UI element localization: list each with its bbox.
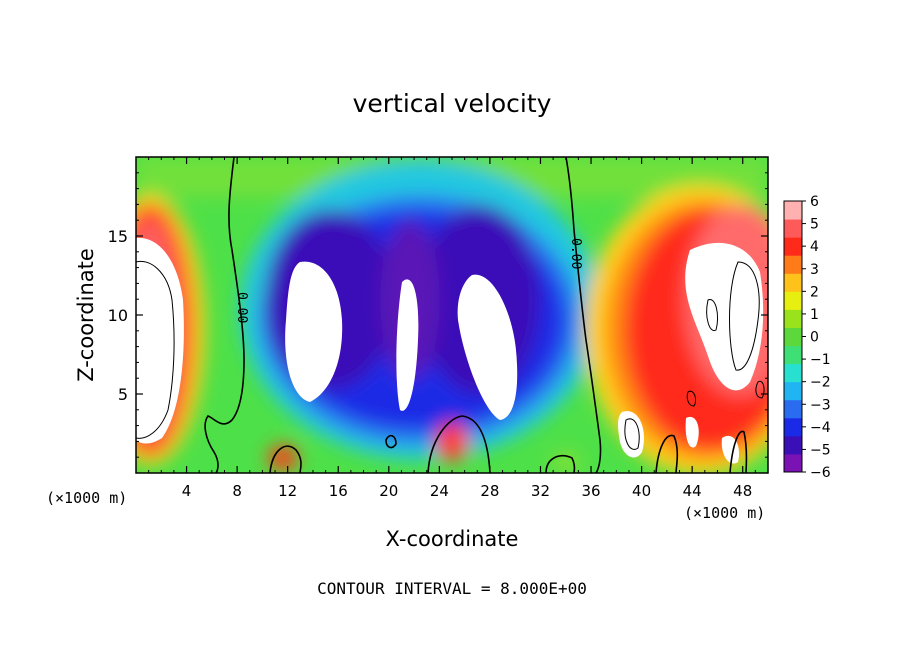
contour-lines bbox=[204, 157, 748, 473]
colorbar-swatch bbox=[784, 309, 802, 328]
colorbar-tick-label: 3 bbox=[810, 262, 819, 278]
colorbar-swatch bbox=[784, 327, 802, 347]
zero-contour-right bbox=[565, 157, 602, 473]
colorbar-tick-label: −2 bbox=[810, 375, 831, 391]
colorbar-tick-label: 6 bbox=[810, 194, 819, 210]
colorbar-swatch bbox=[784, 435, 802, 455]
y-tick-label: 5 bbox=[118, 385, 128, 404]
colorbar-swatch bbox=[784, 273, 802, 292]
colorbar-swatch bbox=[784, 291, 802, 310]
zero-contour-cell-f bbox=[729, 430, 748, 473]
colorbar-tick-label: 1 bbox=[810, 307, 819, 323]
colorbar-tick-label: −1 bbox=[810, 352, 831, 368]
zero-contour-left bbox=[204, 157, 245, 473]
zero-contour-cell-b bbox=[427, 415, 491, 473]
x-axis-label: X-coordinate bbox=[386, 527, 519, 551]
inner-contour-lines bbox=[136, 260, 765, 450]
contour-interval-note: CONTOUR INTERVAL = 8.000E+00 bbox=[317, 579, 587, 598]
chart-title: vertical velocity bbox=[353, 89, 552, 118]
contour-label-left: 0.00 bbox=[234, 292, 249, 323]
zero-contour-cell-e bbox=[655, 434, 679, 473]
x-tick-label: 20 bbox=[379, 482, 398, 500]
colorbar-tick-label: 0 bbox=[810, 330, 819, 346]
colorbar-swatch bbox=[784, 399, 802, 419]
zero-contour-cell-c bbox=[385, 434, 397, 449]
x-units-right: (×1000 m) bbox=[684, 504, 765, 522]
x-tick-label: 40 bbox=[632, 482, 651, 500]
colorbar-tick-label: −5 bbox=[810, 442, 831, 458]
colorbar-swatch bbox=[784, 201, 802, 220]
y-axis-ticks: 5 10 15 bbox=[108, 172, 768, 458]
colorbar-tick-label: 2 bbox=[810, 284, 819, 300]
colorbar-swatch bbox=[784, 345, 802, 365]
colorbar-swatch bbox=[784, 363, 802, 383]
colorbar-swatch bbox=[784, 417, 802, 437]
colorbar-tick-label: 5 bbox=[810, 217, 819, 233]
x-tick-label: 36 bbox=[581, 482, 600, 500]
plot-area: 0.00 0.00 bbox=[136, 157, 768, 473]
x-tick-label: 24 bbox=[430, 482, 449, 500]
x-tick-label: 44 bbox=[683, 482, 702, 500]
x-tick-label: 12 bbox=[278, 482, 297, 500]
colorbar-tick-label: −4 bbox=[810, 420, 831, 436]
x-tick-label: 8 bbox=[232, 482, 242, 500]
zero-contour-cell-a bbox=[269, 445, 302, 473]
x-tick-label: 28 bbox=[480, 482, 499, 500]
colorbar-swatch bbox=[784, 255, 802, 274]
colorbar-swatch bbox=[784, 381, 802, 401]
x-axis-ticks: 4 8 12 16 20 24 28 32 36 40 44 48 bbox=[148, 157, 756, 500]
colorbar-swatch bbox=[784, 453, 802, 473]
colorbar: 6 5 4 3 2 1 0 −1 −2 −3 −4 −5 −6 bbox=[783, 194, 831, 481]
colorbar-tick-label: 4 bbox=[810, 239, 819, 255]
y-axis-label: Z-coordinate bbox=[74, 248, 98, 382]
over-range-regions bbox=[136, 237, 764, 464]
x-tick-label: 4 bbox=[182, 482, 192, 500]
x-tick-label: 48 bbox=[733, 482, 752, 500]
x-units-left: (×1000 m) bbox=[46, 489, 127, 507]
y-tick-label: 15 bbox=[108, 227, 128, 246]
colorbar-swatch bbox=[784, 237, 802, 256]
x-tick-label: 16 bbox=[329, 482, 348, 500]
x-tick-label: 32 bbox=[531, 482, 550, 500]
zero-contour-cell-d bbox=[545, 454, 576, 473]
colorbar-tick-label: −3 bbox=[810, 397, 831, 413]
contour-label-right: 0.00 bbox=[568, 238, 583, 269]
y-tick-label: 10 bbox=[108, 306, 128, 325]
colorbar-swatch bbox=[784, 219, 802, 238]
colorbar-tick-label: −6 bbox=[810, 465, 831, 481]
